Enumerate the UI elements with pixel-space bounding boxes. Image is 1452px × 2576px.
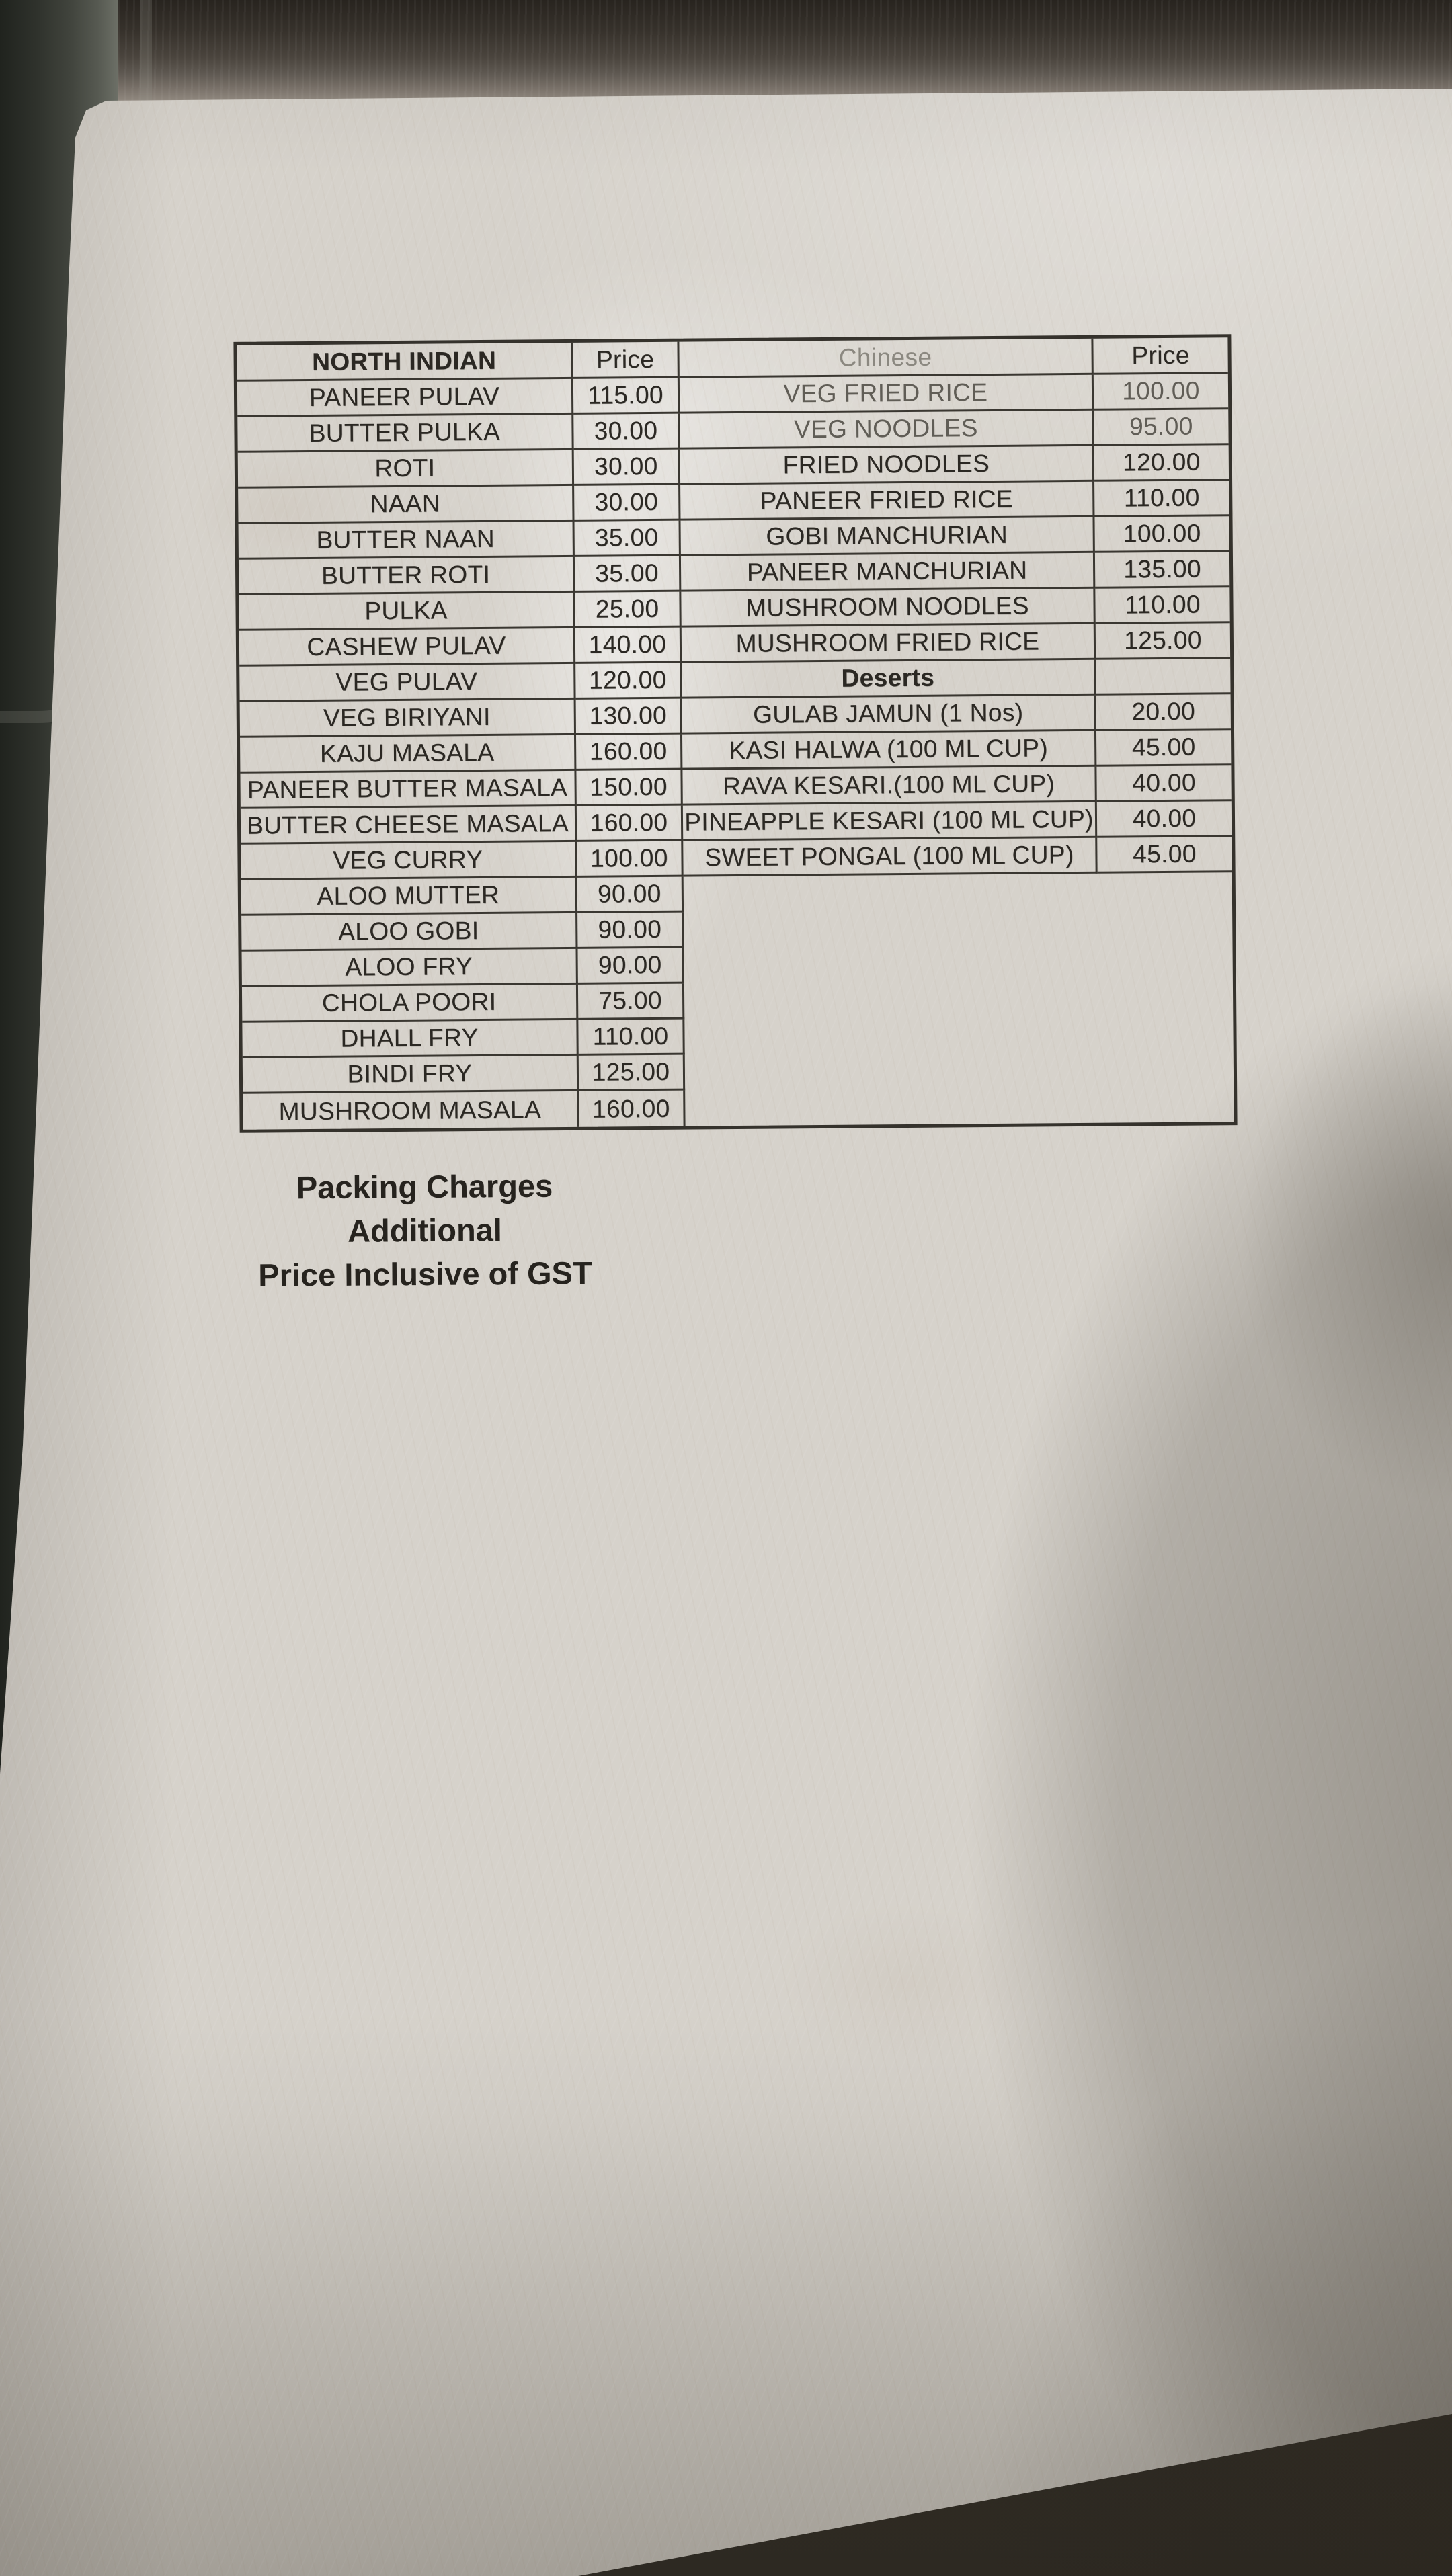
menu-item-price: 100.00 xyxy=(1094,516,1229,553)
menu-item-price: 115.00 xyxy=(573,378,680,415)
menu-item-name: BUTTER ROTI xyxy=(238,556,575,595)
menu-item-price: 110.00 xyxy=(1094,481,1229,517)
menu-item-name: ALOO GOBI xyxy=(241,913,578,952)
column-header-price-left: Price xyxy=(573,341,680,379)
menu-item-name: PULKA xyxy=(239,592,575,631)
menu-item-name: SWEET PONGAL (100 ML CUP) xyxy=(683,837,1098,877)
menu-item-price: 95.00 xyxy=(1094,409,1229,446)
empty-table-area xyxy=(684,872,1234,1126)
menu-item-name: FRIED NOODLES xyxy=(680,446,1095,485)
menu-item-name: RAVA KESARI.(100 ML CUP) xyxy=(682,766,1097,806)
menu-item-price: 110.00 xyxy=(578,1019,685,1056)
menu-item-price: 125.00 xyxy=(1095,623,1231,660)
menu-item-name: VEG NOODLES xyxy=(680,410,1094,450)
menu-item-price: 130.00 xyxy=(575,698,683,735)
menu-item-price: 35.00 xyxy=(574,556,682,593)
menu-table: NORTH INDIAN Price Chinese Price PANEER … xyxy=(233,334,1238,1133)
column-header-price-right: Price xyxy=(1093,337,1228,375)
menu-item-name: MUSHROOM NOODLES xyxy=(681,588,1096,628)
menu-item-name: DHALL FRY xyxy=(242,1020,579,1058)
menu-item-price: 135.00 xyxy=(1094,552,1230,589)
menu-item-name: BINDI FRY xyxy=(242,1055,579,1094)
column-header-chinese: Chinese xyxy=(679,338,1094,378)
menu-item-price: 90.00 xyxy=(577,948,684,985)
menu-item-price: 140.00 xyxy=(575,627,682,664)
footer-note: Packing Charges Additional Price Inclusi… xyxy=(223,1164,627,1298)
menu-item-price: 25.00 xyxy=(575,591,682,628)
menu-item-price: 150.00 xyxy=(576,770,683,806)
menu-item-price: 90.00 xyxy=(577,912,684,949)
menu-item-price: 75.00 xyxy=(577,983,685,1020)
menu-item-price: 45.00 xyxy=(1096,730,1232,767)
menu-item-name: VEG PULAV xyxy=(239,663,576,702)
menu-item-name: MUSHROOM MASALA xyxy=(243,1091,579,1130)
menu-item-name: MUSHROOM FRIED RICE xyxy=(681,624,1096,663)
menu-item-price: 90.00 xyxy=(577,876,684,913)
menu-item-price: 45.00 xyxy=(1097,837,1232,874)
menu-item-name: ALOO MUTTER xyxy=(241,877,578,916)
menu-item-name: GOBI MANCHURIAN xyxy=(680,517,1095,556)
menu-item-name: KASI HALWA (100 ML CUP) xyxy=(682,731,1097,770)
menu-item-name: PANEER PULAV xyxy=(237,378,574,417)
column-header-north-indian: NORTH INDIAN xyxy=(237,342,573,382)
footer-line-gst: Price Inclusive of GST xyxy=(258,1254,592,1293)
menu-item-price: 30.00 xyxy=(573,413,680,450)
menu-item-price: 120.00 xyxy=(575,663,682,700)
menu-item-name: CHOLA POORI xyxy=(241,984,579,1023)
menu-item-price: 110.00 xyxy=(1095,587,1230,624)
empty-price-cell xyxy=(1096,659,1231,696)
menu-item-name: VEG FRIED RICE xyxy=(679,374,1094,414)
menu-item-price: 100.00 xyxy=(577,841,684,878)
menu-item-name: GULAB JAMUN (1 Nos) xyxy=(682,695,1096,735)
menu-item-price: 35.00 xyxy=(574,520,681,557)
menu-item-name: BUTTER PULKA xyxy=(237,414,574,453)
menu-item-name: ROTI xyxy=(237,450,575,489)
menu-item-name: BUTTER CHEESE MASALA xyxy=(240,806,577,845)
menu-item-name: BUTTER NAAN xyxy=(238,521,575,560)
menu-item-price: 100.00 xyxy=(1093,374,1229,411)
menu-item-price: 160.00 xyxy=(579,1090,686,1127)
menu-item-price: 160.00 xyxy=(576,805,684,842)
menu-item-name: CASHEW PULAV xyxy=(239,628,576,667)
menu-item-name: PANEER MANCHURIAN xyxy=(680,552,1096,592)
menu-item-price: 160.00 xyxy=(576,734,683,771)
footer-line-packing: Packing Charges Additional xyxy=(296,1167,553,1249)
menu-item-price: 20.00 xyxy=(1096,694,1231,731)
menu-item-name: PINEAPPLE KESARI (100 ML CUP) xyxy=(682,802,1098,841)
menu-item-name: KAJU MASALA xyxy=(240,735,577,774)
menu-item-price: 30.00 xyxy=(574,485,681,522)
menu-item-name: ALOO FRY xyxy=(241,948,578,987)
menu-item-name: VEG CURRY xyxy=(241,841,577,880)
menu-item-price: 40.00 xyxy=(1096,801,1232,838)
menu-item-price: 125.00 xyxy=(578,1054,686,1091)
menu-item-name: PANEER FRIED RICE xyxy=(680,481,1095,521)
menu-item-name: PANEER BUTTER MASALA xyxy=(240,770,577,809)
menu-item-price: 40.00 xyxy=(1096,765,1232,802)
menu-item-price: 120.00 xyxy=(1094,445,1229,482)
menu-item-name: NAAN xyxy=(238,485,575,524)
section-header-deserts: Deserts xyxy=(682,659,1096,699)
menu-item-price: 30.00 xyxy=(573,449,681,486)
menu-item-name: VEG BIRIYANI xyxy=(239,699,577,738)
